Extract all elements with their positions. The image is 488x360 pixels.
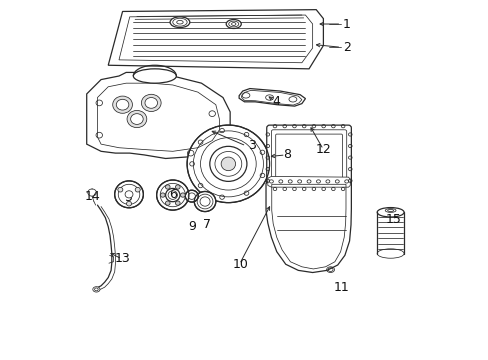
Ellipse shape: [116, 99, 128, 110]
Ellipse shape: [175, 201, 180, 205]
Ellipse shape: [135, 187, 140, 192]
Ellipse shape: [141, 94, 161, 112]
Ellipse shape: [185, 190, 198, 202]
Ellipse shape: [180, 193, 185, 197]
Ellipse shape: [156, 180, 188, 210]
Polygon shape: [267, 176, 349, 187]
Ellipse shape: [165, 185, 170, 189]
Text: 12: 12: [315, 143, 330, 156]
Text: 3: 3: [247, 139, 255, 152]
Ellipse shape: [112, 96, 132, 113]
Ellipse shape: [170, 17, 189, 28]
Ellipse shape: [187, 125, 269, 203]
Polygon shape: [265, 180, 351, 273]
Text: 13: 13: [115, 252, 130, 265]
FancyBboxPatch shape: [266, 125, 351, 190]
Text: 15: 15: [385, 213, 401, 226]
Ellipse shape: [133, 69, 176, 83]
Text: 9: 9: [188, 220, 196, 233]
Text: 8: 8: [283, 148, 291, 161]
Text: 4: 4: [272, 95, 280, 108]
Ellipse shape: [118, 187, 122, 192]
Text: 7: 7: [203, 218, 210, 231]
Ellipse shape: [144, 98, 157, 108]
Ellipse shape: [115, 181, 143, 208]
Ellipse shape: [175, 185, 180, 189]
Ellipse shape: [127, 111, 146, 128]
Polygon shape: [239, 89, 305, 106]
Ellipse shape: [125, 191, 133, 198]
Text: 6: 6: [168, 188, 176, 201]
Ellipse shape: [226, 19, 241, 28]
Ellipse shape: [194, 192, 215, 212]
Ellipse shape: [376, 208, 403, 217]
Text: 1: 1: [342, 18, 350, 31]
Ellipse shape: [165, 201, 170, 205]
Text: 14: 14: [84, 190, 100, 203]
Ellipse shape: [130, 114, 143, 125]
Text: 5: 5: [125, 192, 133, 204]
Ellipse shape: [160, 193, 165, 197]
Polygon shape: [108, 10, 323, 69]
Ellipse shape: [126, 201, 131, 206]
Ellipse shape: [221, 157, 235, 171]
Text: 2: 2: [342, 41, 350, 54]
Polygon shape: [86, 72, 230, 158]
Text: 10: 10: [232, 258, 248, 271]
Text: 11: 11: [333, 281, 348, 294]
Ellipse shape: [93, 287, 100, 292]
